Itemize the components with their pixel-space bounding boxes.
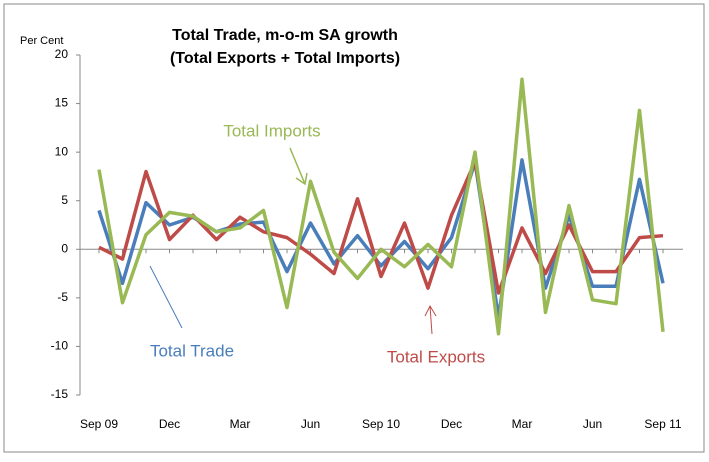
x-tick-label: Jun bbox=[301, 417, 320, 431]
x-tick-label: Sep 09 bbox=[80, 417, 118, 431]
chart-title: Total Trade, m-o-m SA growth bbox=[172, 27, 398, 44]
y-tick-label: 15 bbox=[55, 96, 69, 110]
x-tick-label: Mar bbox=[512, 417, 533, 431]
y-tick-label: 0 bbox=[61, 241, 68, 255]
x-tick-label: Dec bbox=[159, 417, 180, 431]
arrow bbox=[289, 147, 306, 185]
arrow bbox=[149, 265, 183, 329]
legend-label: Total Trade bbox=[150, 341, 234, 360]
y-tick-label: 5 bbox=[61, 193, 68, 207]
y-tick-label: 10 bbox=[55, 144, 69, 158]
x-tick-label: Sep 11 bbox=[644, 417, 681, 431]
y-tick-label: 20 bbox=[55, 47, 69, 61]
chart-title: (Total Exports + Total Imports) bbox=[170, 50, 400, 67]
y-tick-label: -10 bbox=[51, 339, 69, 353]
x-tick-label: Sep 10 bbox=[362, 417, 400, 431]
arrow bbox=[429, 305, 433, 335]
y-tick-label: -15 bbox=[51, 387, 69, 401]
arrow-head bbox=[295, 172, 308, 186]
annotation-arrows bbox=[149, 147, 437, 335]
y-tick-label: -5 bbox=[57, 290, 68, 304]
series-line bbox=[97, 77, 665, 336]
y-axis-label: Per Cent bbox=[20, 35, 63, 47]
chart-border bbox=[3, 3, 705, 453]
x-tick-label: Jun bbox=[583, 417, 602, 431]
arrow-head bbox=[424, 304, 437, 317]
x-tick-label: Mar bbox=[230, 417, 251, 431]
x-tick-label: Dec bbox=[441, 417, 462, 431]
legend-label: Total Imports bbox=[223, 121, 320, 140]
legend-label: Total Exports bbox=[387, 347, 485, 366]
